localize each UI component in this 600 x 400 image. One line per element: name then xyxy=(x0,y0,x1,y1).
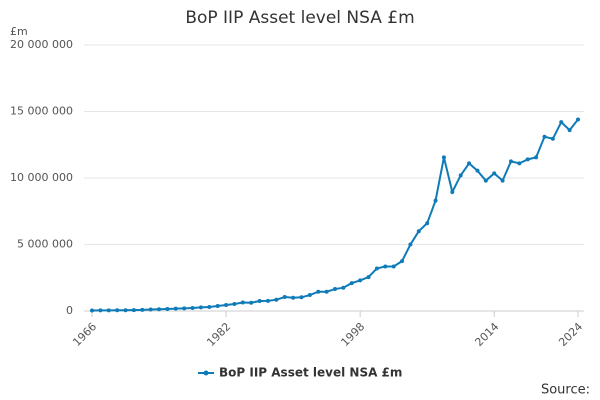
point xyxy=(576,117,580,122)
point xyxy=(416,229,421,234)
point xyxy=(240,300,245,305)
y-tick-label: 20 000 000 xyxy=(10,38,73,51)
point xyxy=(249,300,254,305)
x-tick-label: 1998 xyxy=(338,320,367,349)
point xyxy=(374,266,379,271)
point xyxy=(441,155,446,160)
point xyxy=(131,308,136,313)
point xyxy=(333,287,337,292)
point xyxy=(90,308,94,313)
point xyxy=(224,303,229,308)
point xyxy=(366,275,371,280)
series-line xyxy=(91,118,579,312)
point xyxy=(140,307,145,312)
point xyxy=(467,161,472,166)
y-tick-label: 0 xyxy=(66,304,73,317)
source: Source: xyxy=(541,383,590,398)
point xyxy=(148,307,153,312)
x-tick-label: 1982 xyxy=(204,320,233,349)
point xyxy=(98,308,103,313)
point xyxy=(450,189,455,194)
point xyxy=(265,298,270,303)
point xyxy=(542,134,547,139)
point xyxy=(324,289,329,294)
point xyxy=(157,307,162,312)
point xyxy=(232,301,237,306)
point xyxy=(525,157,530,162)
point xyxy=(475,168,480,173)
point xyxy=(358,278,363,283)
point xyxy=(458,173,463,178)
point xyxy=(508,159,513,164)
legend-marker xyxy=(203,370,209,376)
y-tick-label: 5 000 000 xyxy=(17,238,73,251)
point xyxy=(517,161,522,166)
point xyxy=(391,264,396,269)
point xyxy=(433,198,438,203)
point xyxy=(282,295,287,300)
point xyxy=(316,289,321,294)
point xyxy=(190,305,195,310)
point xyxy=(400,259,405,264)
x-tick-label: 2024 xyxy=(556,320,585,349)
point xyxy=(483,178,488,183)
point xyxy=(115,308,120,313)
point xyxy=(534,155,539,160)
x-tick-label: 2014 xyxy=(472,320,501,349)
point xyxy=(425,221,430,226)
point xyxy=(567,128,572,133)
point xyxy=(173,306,178,311)
point xyxy=(349,281,354,286)
point xyxy=(198,305,203,310)
point xyxy=(299,295,304,300)
point xyxy=(165,307,170,312)
point xyxy=(408,242,413,247)
point xyxy=(550,136,555,141)
point xyxy=(106,308,111,313)
y-tick-label: 15 000 000 xyxy=(10,105,73,118)
point xyxy=(207,305,212,310)
point xyxy=(500,178,505,183)
point xyxy=(215,303,220,308)
point xyxy=(257,299,262,304)
point xyxy=(383,264,388,269)
point xyxy=(274,297,279,302)
point xyxy=(307,293,312,298)
point xyxy=(291,295,296,300)
point xyxy=(341,285,346,290)
point xyxy=(182,306,187,311)
y-tick-label: 10 000 000 xyxy=(10,171,73,184)
point xyxy=(492,171,497,176)
chart-title: BoP IIP Asset level NSA £m xyxy=(185,8,414,28)
point xyxy=(559,120,564,125)
y-unit: £m xyxy=(10,25,28,38)
x-tick-label: 1966 xyxy=(70,320,99,349)
legend-label: BoP IIP Asset level NSA £m xyxy=(219,366,402,380)
point xyxy=(123,308,128,313)
